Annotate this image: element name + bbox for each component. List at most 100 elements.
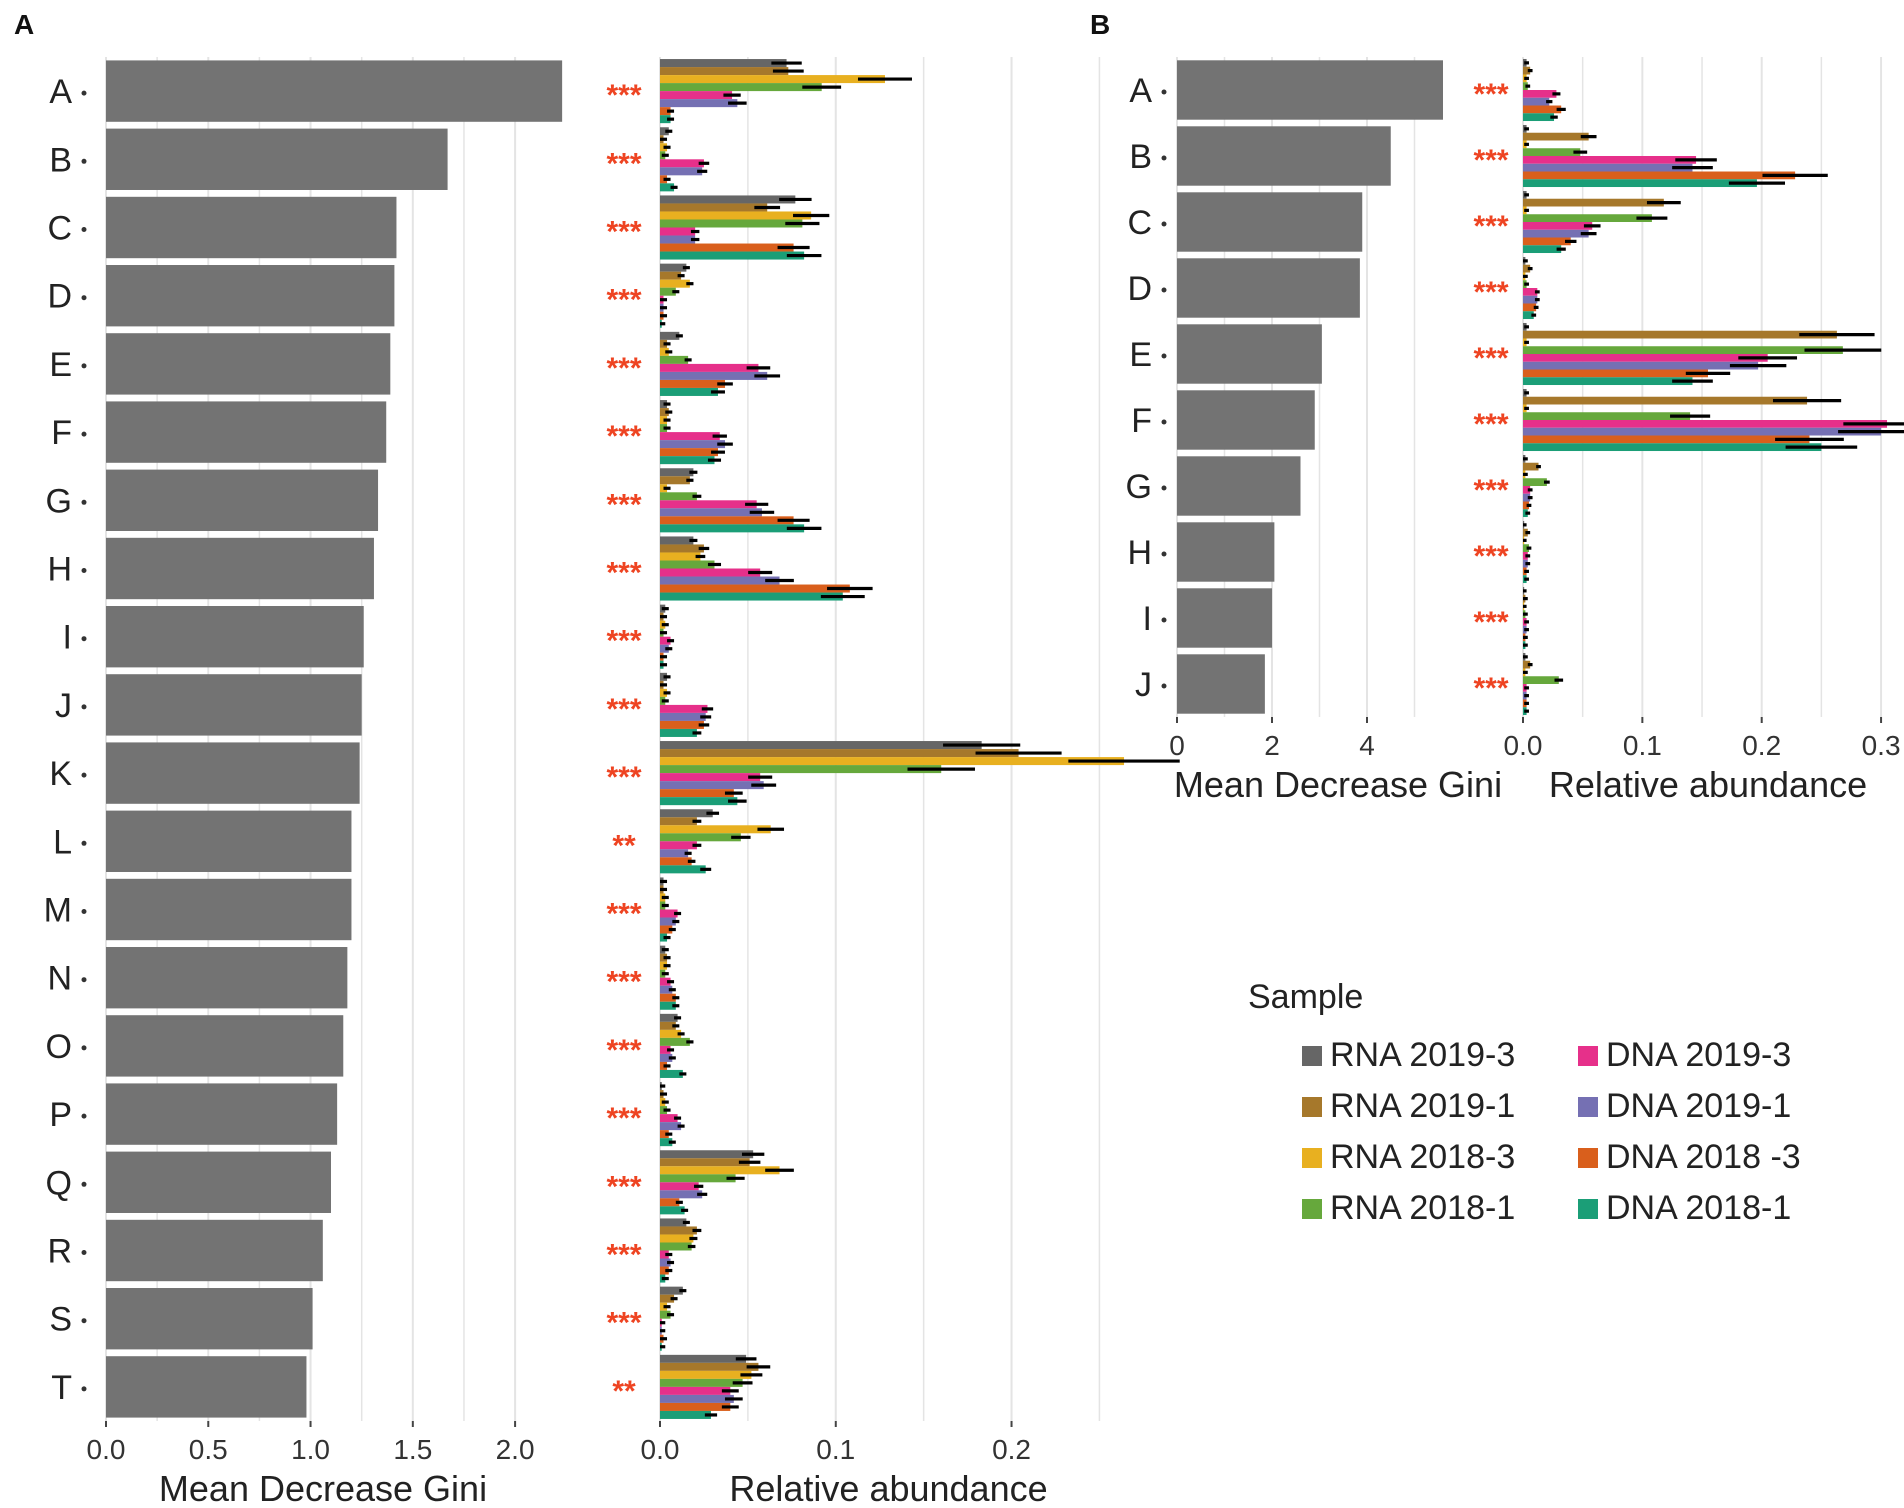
abundance-bar (660, 500, 757, 509)
significance-stars: ** (612, 829, 636, 862)
abundance-bar (1523, 171, 1796, 180)
legend-label: DNA 2018 -3 (1606, 1138, 1801, 1176)
x-tick-label: 1.0 (291, 1434, 330, 1465)
abundance-bar (660, 925, 673, 934)
abundance-bar (660, 115, 671, 124)
category-tick-dot (81, 1250, 87, 1255)
abundance-bar (660, 83, 822, 92)
category-label: J (55, 687, 72, 725)
abundance-bar (660, 1402, 731, 1411)
gini-bar (106, 60, 563, 122)
significance-stars: *** (1473, 78, 1508, 111)
legend-label: DNA 2019-1 (1606, 1087, 1791, 1125)
significance-stars: *** (606, 761, 641, 794)
abundance-bar (660, 408, 669, 417)
abundance-bar (1523, 179, 1757, 188)
abundance-bar (660, 159, 704, 168)
legend-label: DNA 2019-3 (1606, 1036, 1791, 1074)
abundance-bar (1523, 443, 1822, 452)
x-axis-title: Mean Decrease Gini (1174, 764, 1502, 805)
category-tick-dot (81, 295, 87, 301)
abundance-bar (660, 544, 704, 553)
significance-stars: *** (1473, 276, 1508, 309)
abundance-bar (660, 331, 680, 340)
abundance-bar (660, 797, 738, 806)
abundance-bar (660, 1286, 683, 1295)
abundance-bar (660, 1386, 731, 1395)
significance-stars: *** (606, 693, 641, 726)
category-tick-dot (81, 227, 87, 232)
gini-bar (106, 1015, 344, 1077)
abundance-bar (660, 107, 671, 116)
abundance-bar (1523, 303, 1537, 312)
abundance-bar (660, 1234, 694, 1243)
category-label: P (49, 1096, 72, 1134)
abundance-bar (660, 789, 734, 798)
gini-bar (106, 947, 348, 1009)
category-tick-dot (81, 1113, 87, 1119)
category-label: N (47, 960, 72, 998)
gini-bar (106, 128, 448, 190)
abundance-bar (660, 195, 796, 204)
category-label: F (51, 414, 72, 452)
gini-bar (1177, 522, 1275, 582)
abundance-bar (660, 1354, 747, 1363)
abundance-bar (660, 468, 694, 477)
panel-label-a: A (14, 9, 34, 40)
legend-label: RNA 2018-3 (1330, 1138, 1515, 1176)
abundance-bar (660, 865, 706, 874)
legend-swatch (1578, 1097, 1598, 1117)
abundance-bar (660, 817, 697, 826)
abundance-bar (660, 1013, 678, 1022)
abundance-bar (660, 584, 850, 593)
x-tick-label: 0.0 (641, 1434, 680, 1465)
category-label: T (51, 1369, 72, 1407)
abundance-bar (660, 741, 982, 750)
abundance-bar (1523, 361, 1759, 370)
gini-bar (1177, 258, 1360, 318)
category-tick-dot (1161, 353, 1167, 359)
category-tick-dot (1161, 419, 1167, 425)
category-tick-dot (81, 909, 87, 914)
category-label: B (49, 141, 72, 179)
abundance-bar (1523, 462, 1539, 471)
significance-stars: *** (1473, 144, 1508, 177)
gini-bar (1177, 192, 1363, 252)
x-tick-label: 2.0 (496, 1434, 535, 1465)
abundance-bar (1523, 97, 1550, 106)
gini-bar (106, 196, 397, 259)
significance-stars: *** (1473, 210, 1508, 243)
category-tick-dot (1161, 89, 1167, 95)
abundance-bar (660, 271, 682, 280)
significance-stars: *** (606, 1307, 641, 1340)
abundance-bar (660, 1294, 675, 1303)
gini-bar (106, 333, 391, 395)
abundance-bar (660, 636, 671, 645)
gini-bar (106, 674, 362, 736)
category-label: O (46, 1028, 72, 1066)
significance-stars: *** (606, 1102, 641, 1135)
gini-bar (106, 265, 395, 327)
category-tick-dot (81, 772, 87, 778)
abundance-bar (1523, 311, 1534, 320)
significance-stars: *** (606, 488, 641, 521)
abundance-bar (660, 1190, 703, 1199)
gini-bar (106, 1356, 307, 1418)
abundance-bar (660, 825, 771, 834)
category-tick-dot (1161, 617, 1167, 623)
abundance-bar (660, 516, 794, 525)
abundance-bar (660, 781, 764, 790)
abundance-bar (1523, 435, 1810, 444)
abundance-bar (660, 1037, 690, 1046)
abundance-bar (660, 476, 690, 485)
abundance-bar (660, 1266, 669, 1275)
abundance-bar (660, 432, 720, 441)
significance-stars: *** (606, 625, 641, 658)
category-label: M (44, 892, 72, 930)
abundance-bar (1523, 346, 1843, 354)
abundance-bar (660, 712, 706, 721)
abundance-bar (660, 235, 696, 244)
x-tick-label: 0.2 (992, 1434, 1031, 1465)
abundance-bar (1523, 113, 1555, 122)
abundance-bar (1523, 222, 1593, 230)
